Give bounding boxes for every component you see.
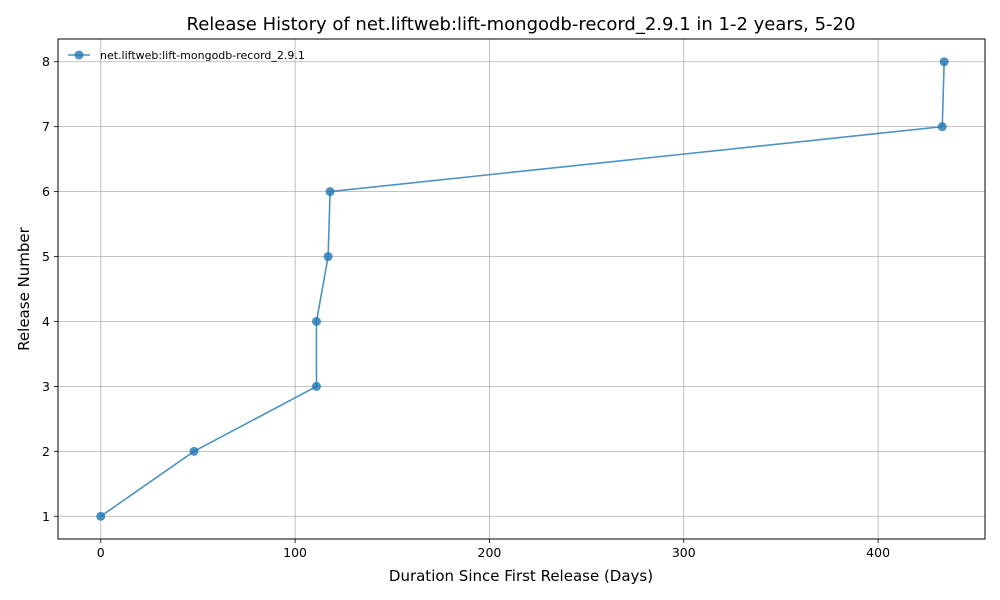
x-axis-ticks: 0 100 200 300 400 [97,539,890,560]
data-point[interactable] [323,252,333,262]
data-point[interactable] [311,381,321,391]
data-point[interactable] [189,446,199,456]
data-point[interactable] [311,316,321,326]
y-tick-label: 4 [42,314,50,329]
x-tick-label: 200 [478,545,502,560]
data-point[interactable] [96,511,106,521]
y-tick-label: 1 [42,509,50,524]
y-tick-label: 7 [42,119,50,134]
x-tick-label: 400 [866,545,890,560]
series-layer [96,57,949,521]
x-axis-label: Duration Since First Release (Days) [389,567,653,585]
legend-entry-label: net.liftweb:lift-mongodb-record_2.9.1 [100,49,305,62]
data-point[interactable] [325,187,335,197]
data-point[interactable] [937,122,947,132]
y-tick-label: 6 [42,184,50,199]
series-line [100,61,945,517]
y-axis-ticks: 1 2 3 4 5 6 7 8 [42,54,58,524]
y-tick-label: 2 [42,444,50,459]
y-axis-label: Release Number [15,226,33,350]
y-tick-label: 3 [42,379,50,394]
y-tick-label: 5 [42,249,50,264]
y-tick-label: 8 [42,54,50,69]
legend-marker-swatch [74,50,84,60]
legend[interactable]: net.liftweb:lift-mongodb-record_2.9.1 [68,49,305,62]
x-tick-label: 300 [672,545,696,560]
data-point[interactable] [939,57,949,67]
x-tick-label: 100 [283,545,307,560]
grid-lines [58,39,985,539]
x-tick-label: 0 [97,545,105,560]
chart-title: Release History of net.liftweb:lift-mong… [187,14,856,35]
plot-frame [57,38,986,540]
